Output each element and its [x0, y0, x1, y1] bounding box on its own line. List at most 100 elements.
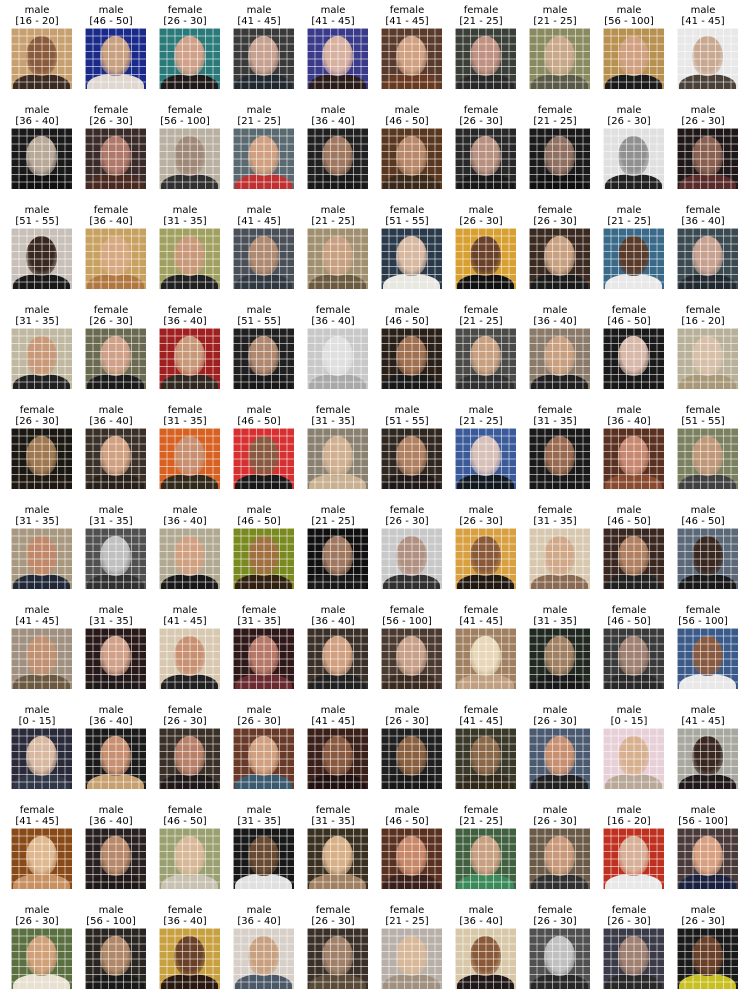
face-thumbnail [11, 728, 72, 789]
face-thumbnail [11, 228, 72, 289]
face-thumbnail [307, 728, 368, 789]
gender-label: male [690, 505, 716, 516]
face-thumbnail [307, 328, 368, 389]
patch-grid-overlay [85, 928, 146, 989]
patch-grid-overlay [603, 928, 664, 989]
age-range-label: [21 - 25] [311, 516, 355, 527]
age-range-label: [26 - 30] [89, 116, 133, 127]
patch-grid-overlay [307, 228, 368, 289]
gender-label: female [93, 205, 129, 216]
face-thumbnail [159, 328, 220, 389]
age-range-label: [36 - 40] [607, 416, 651, 427]
patch-grid-overlay [233, 28, 294, 89]
face-cell: male [31 - 35] [74, 500, 148, 590]
gender-label: male [172, 205, 198, 216]
age-range-label: [36 - 40] [311, 316, 355, 327]
face-thumbnail [233, 628, 294, 689]
gender-label: male [690, 905, 716, 916]
face-cell: female [26 - 30] [148, 0, 222, 90]
face-thumbnail [455, 328, 516, 389]
face-cell: male [41 - 45] [296, 700, 370, 790]
gender-label: male [542, 605, 568, 616]
patch-grid-overlay [233, 328, 294, 389]
patch-grid-overlay [603, 828, 664, 889]
patch-grid-overlay [233, 828, 294, 889]
face-cell: female [46 - 50] [592, 300, 666, 390]
age-range-label: [16 - 20] [607, 816, 651, 827]
age-range-label: [21 - 25] [237, 116, 281, 127]
gender-label: male [468, 505, 494, 516]
face-thumbnail [85, 228, 146, 289]
face-cell: female [41 - 45] [444, 700, 518, 790]
patch-grid-overlay [529, 228, 590, 289]
patch-grid-overlay [307, 828, 368, 889]
face-thumbnail [11, 528, 72, 589]
face-cell: male [21 - 25] [296, 200, 370, 290]
face-thumbnail [677, 28, 738, 89]
face-cell: female [31 - 35] [518, 400, 592, 490]
face-thumbnail [529, 28, 590, 89]
face-cell: male [41 - 45] [296, 0, 370, 90]
patch-grid-overlay [159, 628, 220, 689]
age-range-label: [26 - 30] [163, 716, 207, 727]
gender-label: female [167, 5, 203, 16]
face-thumbnail [233, 828, 294, 889]
face-cell: male [46 - 50] [592, 500, 666, 590]
patch-grid-overlay [307, 628, 368, 689]
face-cell: male [16 - 20] [592, 800, 666, 890]
gender-label: male [394, 305, 420, 316]
patch-grid-overlay [455, 528, 516, 589]
face-cell: male [31 - 35] [0, 500, 74, 590]
gender-label: male [394, 405, 420, 416]
face-thumbnail [529, 928, 590, 989]
face-cell: male [41 - 45] [222, 0, 296, 90]
gender-label: male [320, 705, 346, 716]
gender-label: female [685, 605, 721, 616]
age-range-label: [26 - 30] [607, 116, 651, 127]
face-cell: female [26 - 30] [0, 400, 74, 490]
gender-label: female [611, 605, 647, 616]
face-cell: male [46 - 50] [370, 800, 444, 890]
gender-label: male [320, 5, 346, 16]
gender-label: female [537, 205, 573, 216]
age-range-label: [26 - 30] [237, 716, 281, 727]
patch-grid-overlay [381, 628, 442, 689]
face-cell: female [21 - 25] [518, 100, 592, 190]
age-range-label: [51 - 55] [237, 316, 281, 327]
age-range-label: [41 - 45] [311, 716, 355, 727]
patch-grid-overlay [677, 228, 738, 289]
face-cell: male [46 - 50] [74, 0, 148, 90]
face-cell: female [16 - 20] [666, 300, 740, 390]
age-range-label: [46 - 50] [163, 816, 207, 827]
face-cell: male [41 - 45] [222, 200, 296, 290]
face-thumbnail [455, 828, 516, 889]
patch-grid-overlay [11, 328, 72, 389]
face-thumbnail [381, 828, 442, 889]
face-cell: male [21 - 25] [592, 200, 666, 290]
patch-grid-overlay [11, 228, 72, 289]
face-thumbnail [381, 528, 442, 589]
face-thumbnail [529, 828, 590, 889]
age-range-label: [31 - 35] [237, 616, 281, 627]
patch-grid-overlay [11, 628, 72, 689]
age-range-label: [21 - 25] [459, 816, 503, 827]
patch-grid-overlay [307, 28, 368, 89]
patch-grid-overlay [233, 228, 294, 289]
patch-grid-overlay [85, 228, 146, 289]
patch-grid-overlay [159, 928, 220, 989]
patch-grid-overlay [11, 28, 72, 89]
gender-label: male [98, 805, 124, 816]
face-cell: male [41 - 45] [666, 0, 740, 90]
gender-label: female [537, 505, 573, 516]
age-range-label: [26 - 30] [533, 816, 577, 827]
face-thumbnail [529, 328, 590, 389]
face-cell: female [36 - 40] [296, 300, 370, 390]
face-thumbnail [677, 228, 738, 289]
gender-label: female [241, 605, 277, 616]
age-range-label: [41 - 45] [237, 216, 281, 227]
age-range-label: [26 - 30] [607, 916, 651, 927]
face-thumbnail [603, 628, 664, 689]
age-range-label: [31 - 35] [311, 816, 355, 827]
patch-grid-overlay [233, 928, 294, 989]
face-cell: female [26 - 30] [74, 100, 148, 190]
